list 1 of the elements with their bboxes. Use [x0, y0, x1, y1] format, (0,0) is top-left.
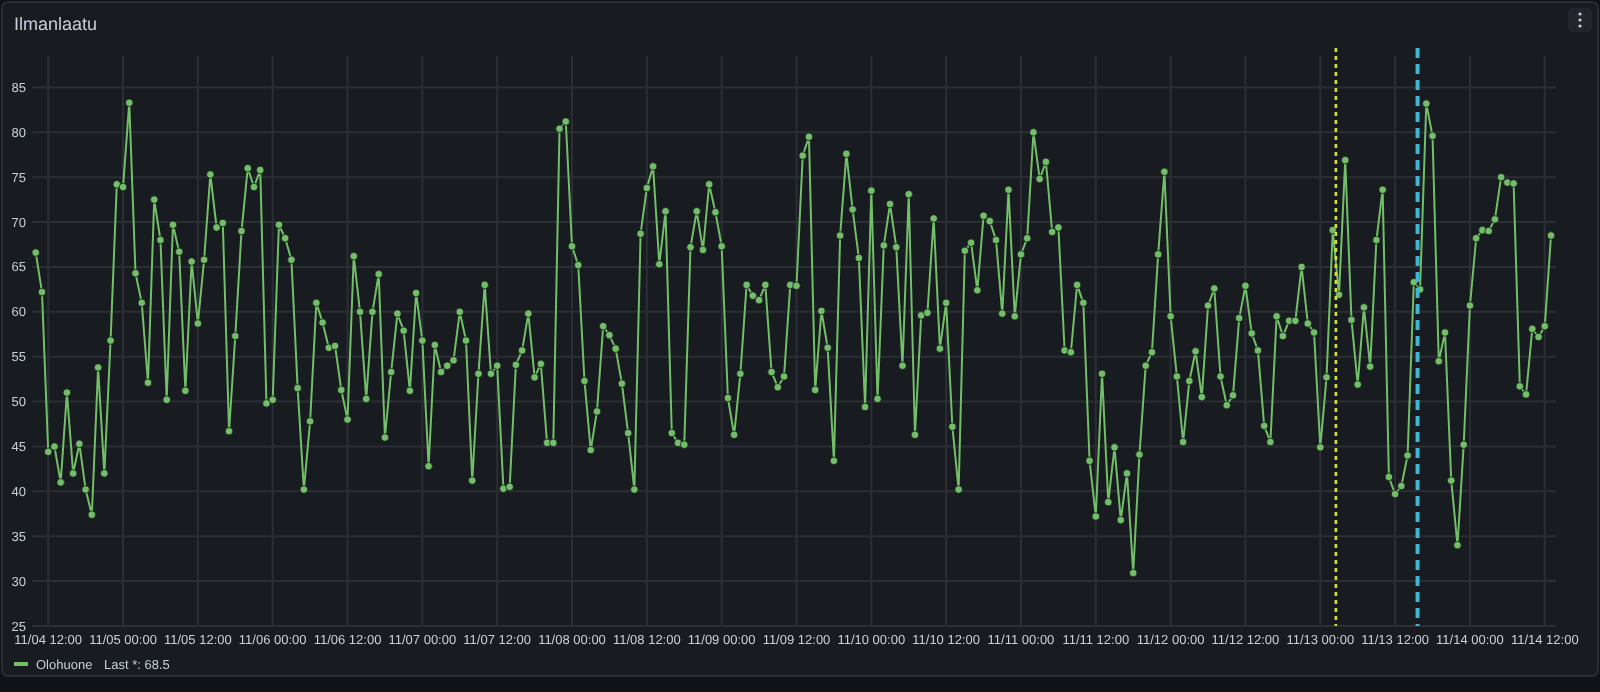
chart-title: Ilmanlaatu [14, 14, 98, 34]
